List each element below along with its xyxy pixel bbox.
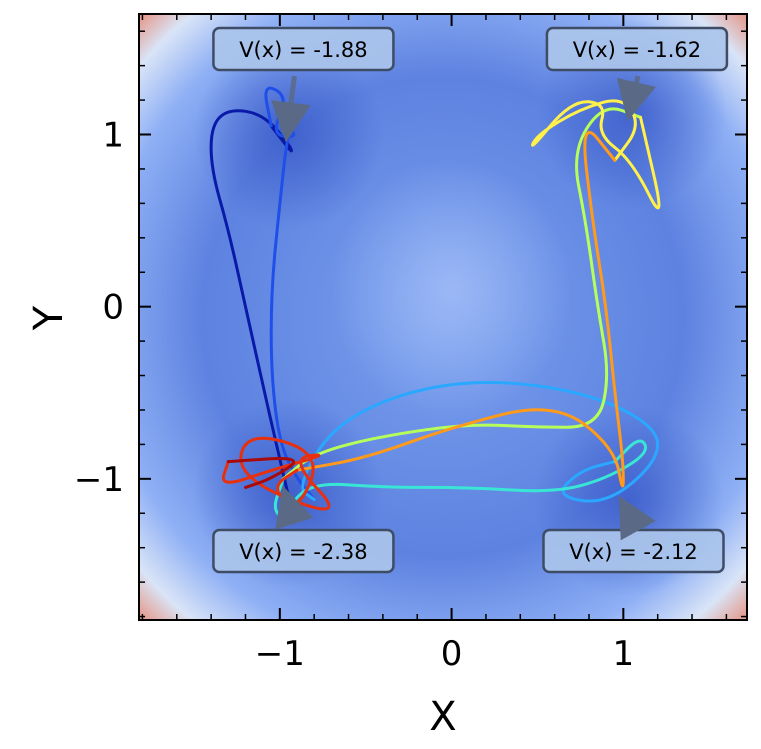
minimum-annotation: V(x) = -1.88: [212, 26, 395, 143]
trajectory-segment: [226, 457, 296, 489]
y-tick-label: 1: [102, 116, 124, 156]
trajectory: [209, 86, 661, 521]
x-tick-label: 1: [613, 634, 635, 674]
trajectory-segment: [295, 131, 625, 488]
annotation-box: [545, 26, 729, 72]
trajectory-segment: [281, 107, 642, 481]
annotation-label: V(x) = -2.38: [239, 540, 367, 564]
x-axis-label: X: [429, 694, 456, 740]
ticks: [139, 14, 747, 620]
y-axis-label: Y: [26, 305, 72, 331]
trajectory-segment: [531, 99, 661, 210]
annotation-label: V(x) = -2.12: [569, 540, 697, 564]
x-tick-labels: −1 0 1: [255, 634, 634, 674]
minimum-annotation: V(x) = -2.38: [212, 485, 395, 574]
minimum-annotation: V(x) = -2.12: [542, 495, 725, 574]
annotation-arrow: [275, 485, 314, 530]
annotation-arrow: [271, 75, 311, 143]
y-tick-label: 0: [102, 288, 124, 328]
y-tick-labels: −1 0 1: [74, 116, 124, 500]
annotations: V(x) = -1.88 V(x) = -1.62 V(x) = -2.38 V(x)…: [212, 26, 729, 574]
x-tick-label: 0: [441, 634, 463, 674]
annotation-box: [212, 26, 395, 72]
potential-barrier-center: [331, 159, 572, 420]
y-tick-label: −1: [74, 460, 124, 500]
annotation-box: [212, 528, 395, 574]
annotation-arrow: [616, 75, 656, 122]
x-tick-label: −1: [255, 634, 305, 674]
annotation-label: V(x) = -1.62: [573, 38, 701, 62]
minimum-annotation: V(x) = -1.62: [545, 26, 729, 122]
trajectory-segment: [264, 86, 316, 501]
annotation-label: V(x) = -1.88: [239, 38, 367, 62]
plot-frame: [138, 13, 748, 621]
annotation-arrow: [618, 495, 656, 541]
